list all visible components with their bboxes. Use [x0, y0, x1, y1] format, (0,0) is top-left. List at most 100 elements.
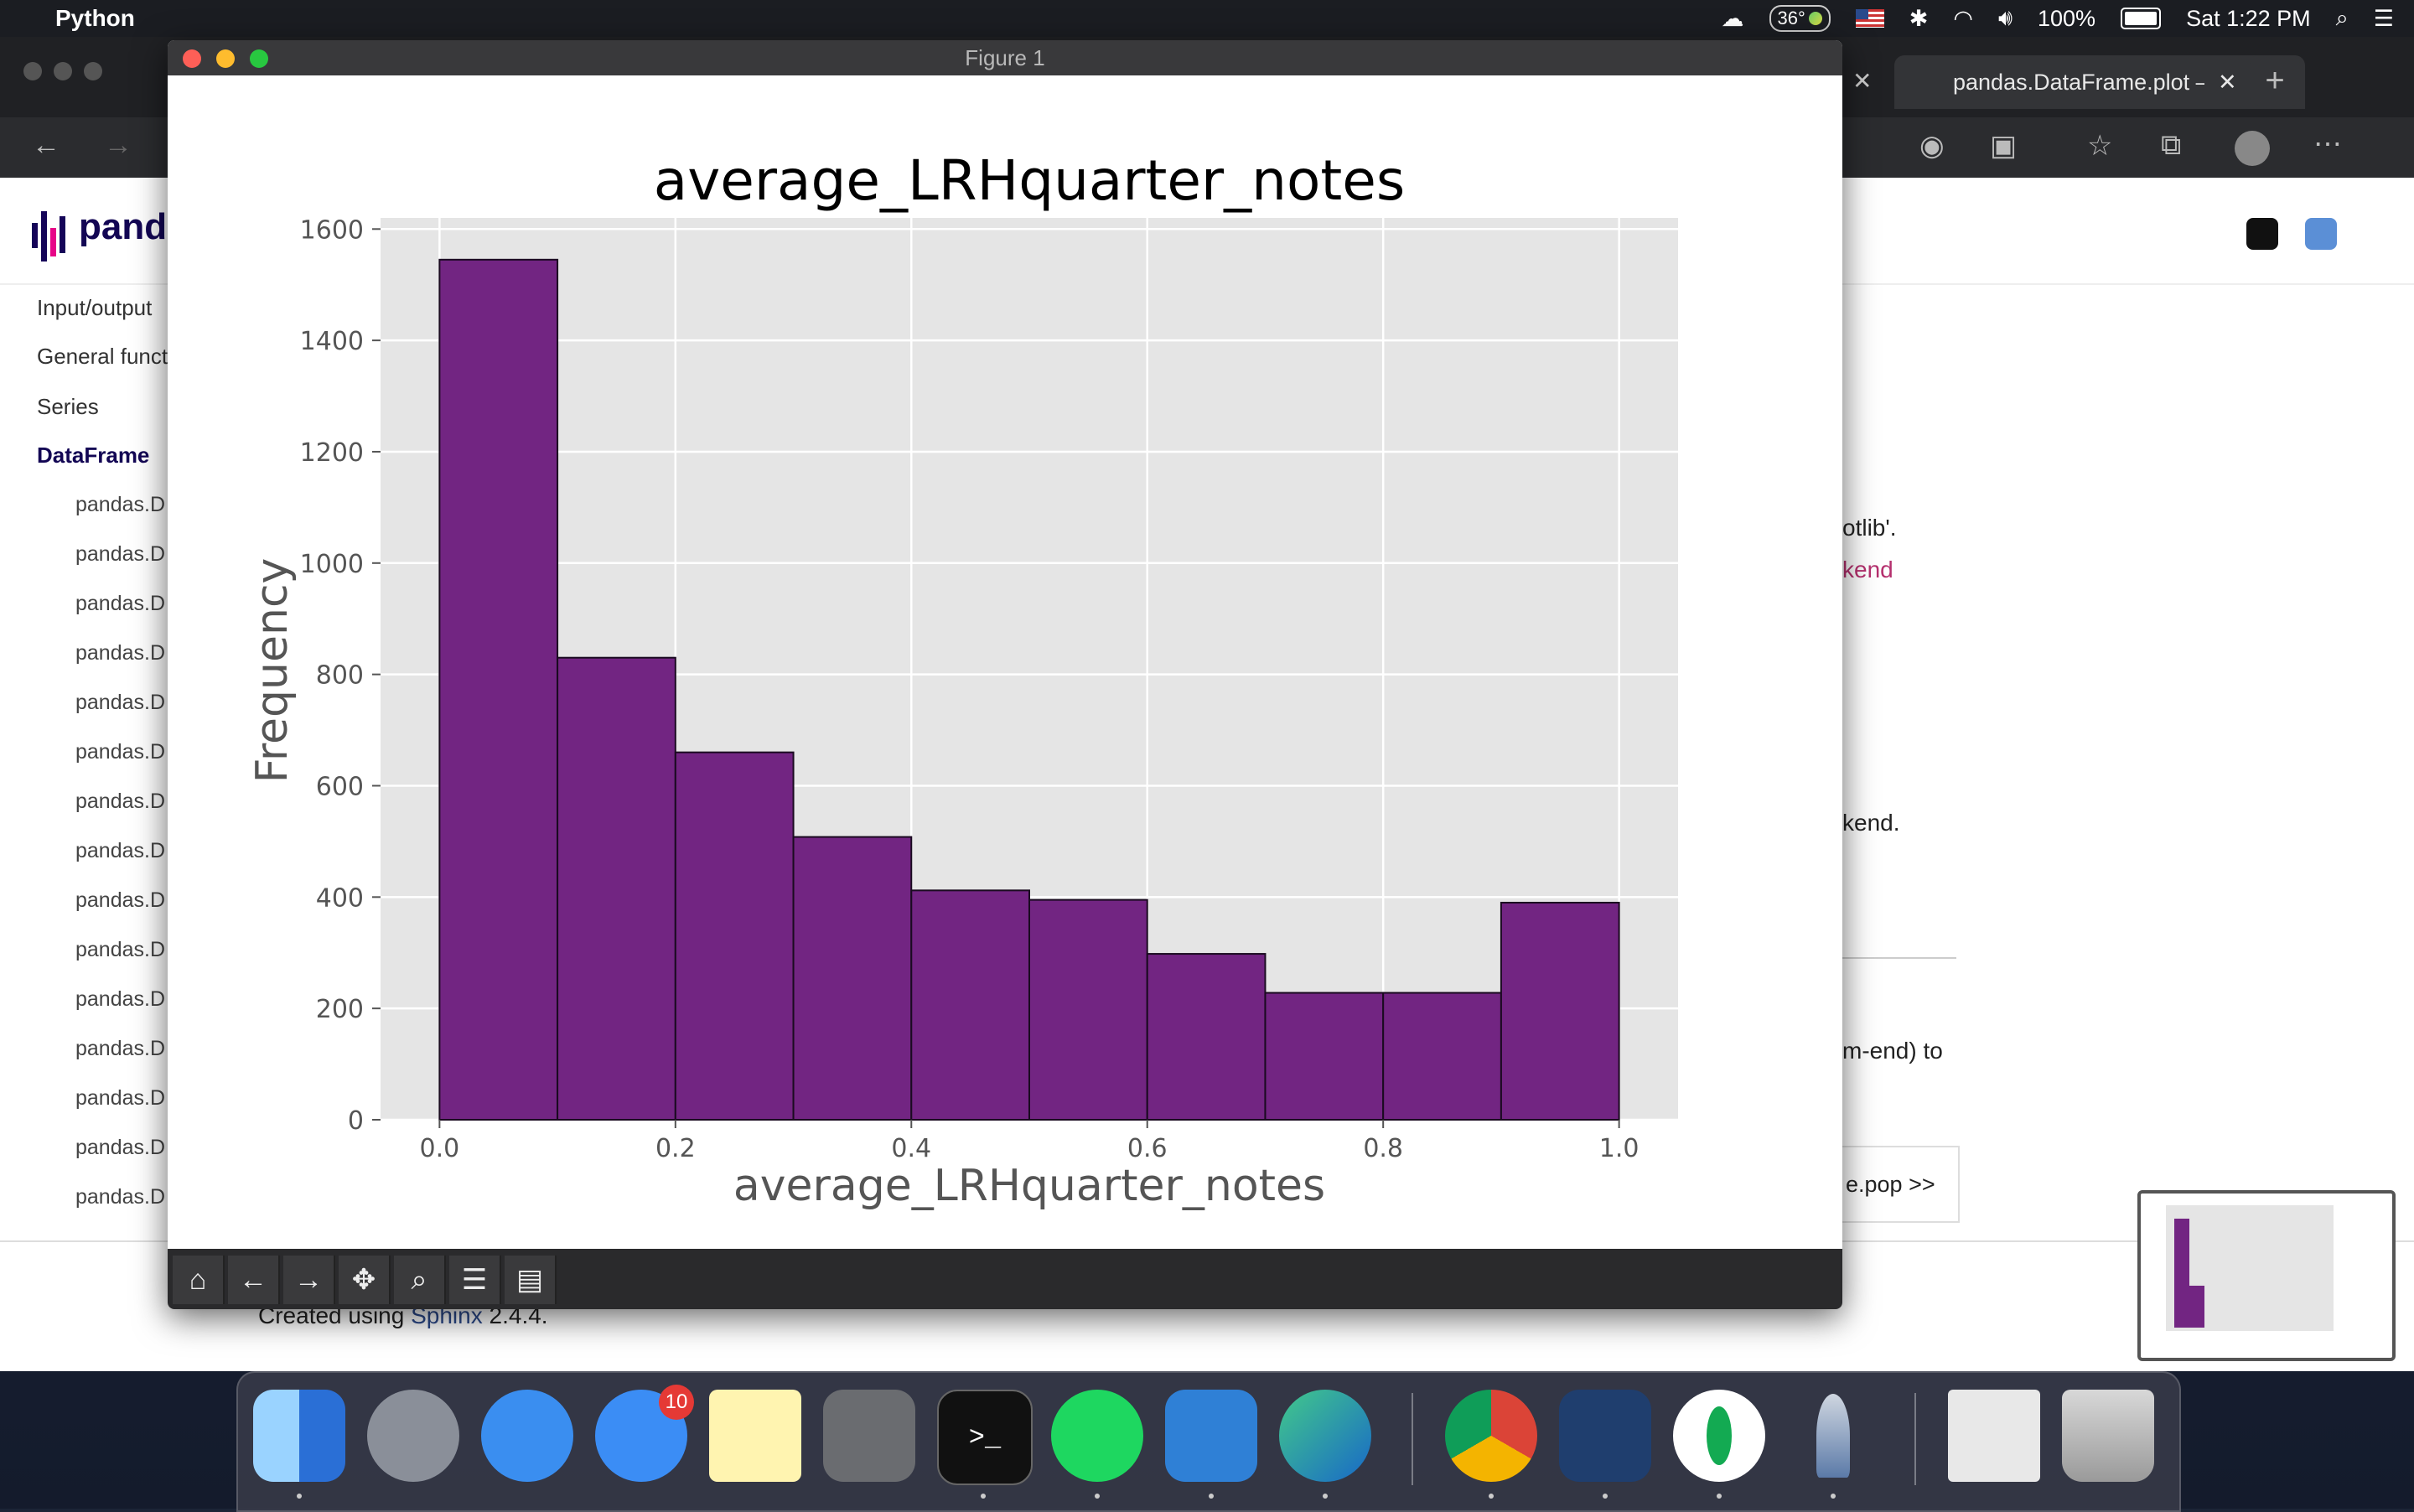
next-page-link[interactable]: e.pop >> — [1842, 1146, 1960, 1223]
messages-icon[interactable]: 10 — [595, 1385, 694, 1482]
x-tick-label: 0.8 — [1363, 1134, 1403, 1163]
zoom-window-button[interactable] — [84, 62, 102, 80]
clock[interactable]: Sat 1:22 PM — [2186, 5, 2311, 31]
creative-cloud-icon[interactable]: ☁ — [1721, 5, 1744, 31]
save-icon[interactable]: ▤ — [505, 1256, 557, 1304]
minimize-window-button[interactable] — [216, 49, 235, 68]
sidebar-subitem[interactable]: pandas.D — [75, 641, 166, 665]
forward-icon[interactable]: → — [104, 129, 132, 161]
battery-percent[interactable]: 100% — [2038, 5, 2096, 31]
x-tick-label: 0.0 — [420, 1134, 460, 1163]
pan-move-icon[interactable]: ✥ — [339, 1256, 391, 1304]
logo-text[interactable]: pand — [79, 206, 168, 247]
content-text: otlib'. — [1842, 515, 1897, 541]
sidebar-subitem[interactable]: pandas.D — [75, 888, 166, 912]
pandas-logo-icon[interactable] — [32, 211, 65, 261]
app-menu-name[interactable]: Python — [55, 5, 135, 31]
temperature-text: 36° — [1777, 8, 1805, 28]
github-icon[interactable] — [2246, 218, 2278, 250]
notes-icon[interactable] — [709, 1390, 801, 1482]
histogram-bar — [674, 751, 795, 1121]
configure-sliders-icon[interactable]: ☰ — [449, 1256, 501, 1304]
control-center-icon[interactable]: ☰ — [2373, 5, 2394, 31]
bluetooth-icon[interactable]: ✱ — [1909, 5, 1929, 31]
histogram-bars — [438, 258, 1620, 1121]
forward-arrow-icon[interactable]: → — [283, 1256, 335, 1304]
close-window-button[interactable] — [183, 49, 201, 68]
sidebar-subitem[interactable]: pandas.D — [75, 1086, 166, 1110]
sidebar-subitem[interactable]: pandas.D — [75, 938, 166, 961]
spotlight-search-icon[interactable]: ⌕ — [2335, 5, 2349, 30]
running-indicator — [1603, 1494, 1608, 1499]
running-indicator — [1831, 1494, 1836, 1499]
back-arrow-icon[interactable]: ← — [228, 1256, 280, 1304]
sidebar-item-input-output[interactable]: Input/output — [37, 295, 153, 320]
extension-icon[interactable]: ◉ — [1919, 130, 1945, 162]
close-tab-icon[interactable]: ✕ — [1852, 68, 1873, 94]
sidebar-item-series[interactable]: Series — [37, 394, 99, 419]
divider — [1842, 957, 1956, 959]
minimize-window-button[interactable] — [54, 62, 72, 80]
profile-avatar[interactable] — [2235, 131, 2270, 166]
x-tick-label: 0.2 — [655, 1134, 696, 1163]
finder-icon[interactable] — [253, 1390, 345, 1482]
mysql-workbench-icon[interactable] — [1559, 1390, 1651, 1482]
sidebar-subitem[interactable]: pandas.D — [75, 542, 166, 566]
volume-icon[interactable]: 🔊︎ — [1997, 5, 2013, 30]
sidebar-subitem[interactable]: pandas.D — [75, 691, 166, 714]
sidebar-subitem[interactable]: pandas.D — [75, 839, 166, 862]
sidebar-subitem[interactable]: pandas.D — [75, 1037, 166, 1060]
trash-icon[interactable] — [2062, 1390, 2154, 1482]
extension-icon[interactable]: ▣ — [1990, 130, 2018, 162]
content-link[interactable]: kend — [1842, 557, 1893, 583]
input-source-flag-icon[interactable] — [1855, 9, 1884, 28]
figure-toolbar: ⌂ ← → ✥ ⌕ ☰ ▤ — [168, 1249, 1842, 1309]
back-icon[interactable]: ← — [32, 129, 60, 161]
sidebar-subitem[interactable]: pandas.D — [75, 740, 166, 764]
vscode-icon[interactable] — [1165, 1390, 1257, 1482]
chrome-icon[interactable] — [1445, 1390, 1537, 1482]
sidebar-item-general-functions[interactable]: General funct — [37, 344, 168, 369]
launchpad-icon[interactable] — [367, 1390, 459, 1482]
terminal-icon[interactable]: >_ — [937, 1390, 1033, 1485]
close-window-button[interactable] — [23, 62, 42, 80]
y-tick-label: 1000 — [300, 550, 364, 579]
sidebar-subitem[interactable]: pandas.D — [75, 1185, 166, 1209]
zoom-icon[interactable]: ⌕ — [394, 1256, 446, 1304]
sidebar-item-dataframe[interactable]: DataFrame — [37, 443, 150, 468]
sidebar-subitem[interactable]: pandas.D — [75, 592, 166, 615]
close-tab-icon[interactable]: ✕ — [2218, 69, 2237, 95]
content-text: kend. — [1842, 810, 1900, 836]
python-launcher-icon[interactable] — [1787, 1390, 1879, 1482]
histogram-bar — [438, 258, 559, 1121]
more-menu-icon[interactable]: ⋯ — [2313, 128, 2342, 160]
y-tick-label: 1400 — [300, 327, 364, 356]
spotify-icon[interactable] — [1051, 1390, 1143, 1482]
zoom-window-button[interactable] — [250, 49, 268, 68]
edge-icon[interactable] — [1279, 1390, 1371, 1482]
sidebar-subitem[interactable]: pandas.D — [75, 790, 166, 813]
collections-icon[interactable]: ⧉ — [2161, 129, 2182, 161]
x-tick-label: 1.0 — [1599, 1134, 1640, 1163]
window-preview-thumbnail[interactable] — [2137, 1190, 2396, 1361]
sidebar-subitem[interactable]: pandas.D — [75, 987, 166, 1011]
sidebar-subitem[interactable]: pandas.D — [75, 1136, 166, 1159]
home-icon[interactable]: ⌂ — [173, 1256, 225, 1304]
sidebar-subitem[interactable]: pandas.D — [75, 493, 166, 516]
wifi-icon[interactable]: ◠ — [1953, 5, 1973, 31]
safari-icon[interactable] — [481, 1390, 573, 1482]
histogram-bar — [1028, 898, 1148, 1121]
mongodb-compass-icon[interactable] — [1673, 1390, 1765, 1482]
figure-title-bar[interactable]: Figure 1 — [168, 40, 1842, 75]
weather-widget[interactable]: 36° — [1769, 5, 1831, 32]
twitter-icon[interactable] — [2305, 218, 2337, 250]
battery-icon[interactable] — [2121, 8, 2162, 29]
new-tab-button[interactable]: + — [2250, 55, 2300, 106]
favorites-icon[interactable]: ☆ — [2087, 130, 2113, 162]
downloads-stack-icon[interactable] — [1948, 1390, 2040, 1482]
browser-tab-active[interactable]: pandas.DataFrame.plot — ✕ — [1894, 55, 2305, 109]
histogram-bar — [910, 889, 1030, 1121]
y-tick-label: 1600 — [300, 215, 364, 245]
system-preferences-icon[interactable] — [823, 1390, 915, 1482]
